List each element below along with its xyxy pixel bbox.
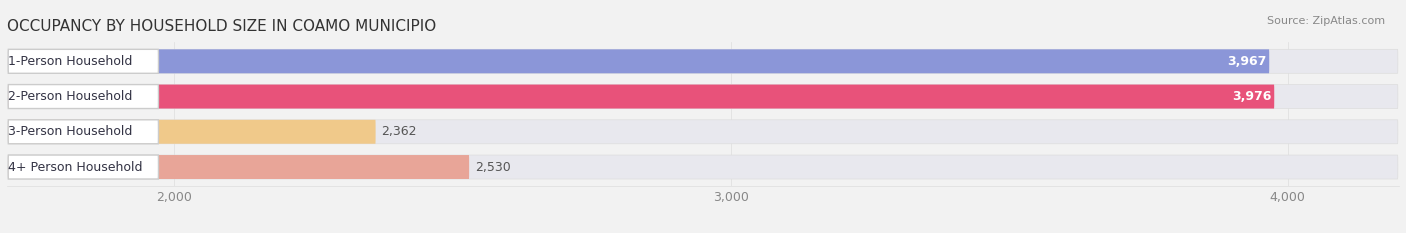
Text: 4+ Person Household: 4+ Person Household: [8, 161, 142, 174]
FancyBboxPatch shape: [8, 120, 375, 144]
FancyBboxPatch shape: [8, 155, 470, 179]
FancyBboxPatch shape: [8, 49, 159, 73]
Text: OCCUPANCY BY HOUSEHOLD SIZE IN COAMO MUNICIPIO: OCCUPANCY BY HOUSEHOLD SIZE IN COAMO MUN…: [7, 19, 436, 34]
FancyBboxPatch shape: [8, 120, 159, 144]
FancyBboxPatch shape: [8, 49, 1270, 73]
FancyBboxPatch shape: [8, 49, 1398, 73]
Text: Source: ZipAtlas.com: Source: ZipAtlas.com: [1267, 16, 1385, 26]
Text: 1-Person Household: 1-Person Household: [8, 55, 132, 68]
FancyBboxPatch shape: [8, 85, 1274, 109]
Text: 2,530: 2,530: [475, 161, 510, 174]
Text: 3,967: 3,967: [1227, 55, 1267, 68]
FancyBboxPatch shape: [8, 85, 1398, 109]
Text: 3,976: 3,976: [1232, 90, 1271, 103]
FancyBboxPatch shape: [8, 85, 159, 109]
Text: 3-Person Household: 3-Person Household: [8, 125, 132, 138]
FancyBboxPatch shape: [8, 120, 1398, 144]
Text: 2-Person Household: 2-Person Household: [8, 90, 132, 103]
Text: 2,362: 2,362: [381, 125, 416, 138]
FancyBboxPatch shape: [8, 155, 1398, 179]
FancyBboxPatch shape: [8, 155, 159, 179]
